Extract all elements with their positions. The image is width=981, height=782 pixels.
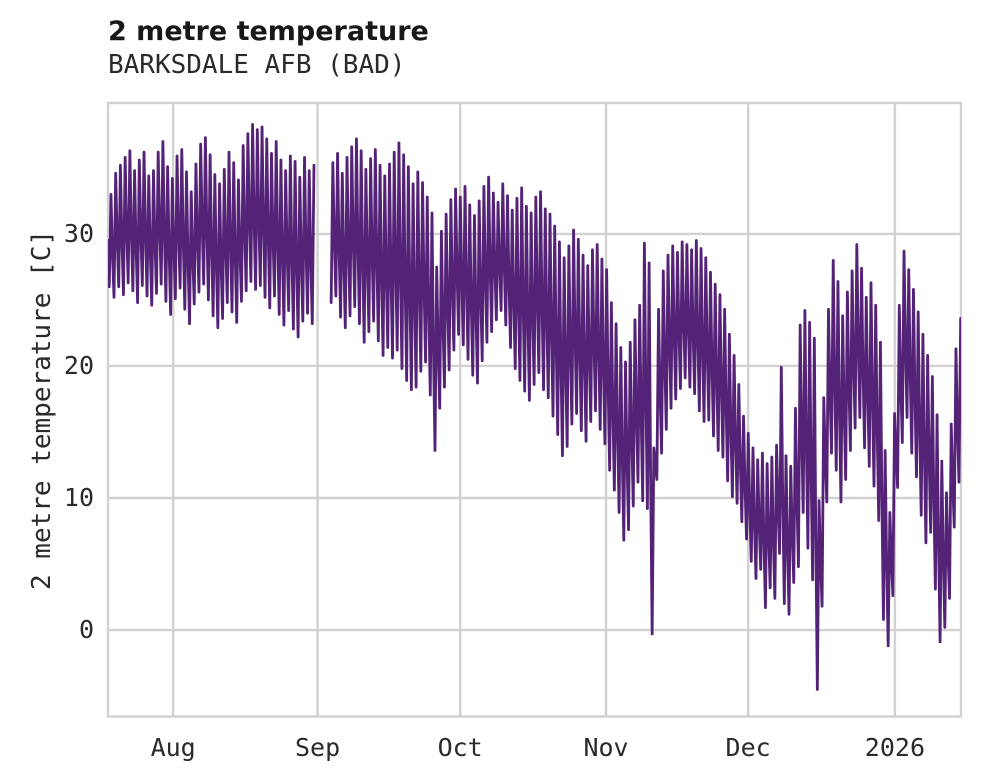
temperature-line — [108, 122, 961, 691]
x-tick-label-2026: 2026 — [864, 732, 926, 762]
chart-subtitle: BARKSDALE AFB (BAD) — [108, 50, 406, 80]
x-tick-label-dec: Dec — [725, 732, 771, 762]
y-tick-label-0: 0 — [78, 615, 94, 645]
x-tick-label-oct: Oct — [437, 732, 483, 762]
y-tick-label-20: 20 — [63, 350, 94, 380]
x-tick-label-sep: Sep — [295, 732, 341, 762]
x-tick-label-nov: Nov — [583, 732, 629, 762]
y-tick-label-10: 10 — [63, 483, 94, 512]
chart-title: 2 metre temperature — [108, 16, 429, 47]
y-tick-label-30: 30 — [63, 218, 94, 248]
x-tick-label-aug: Aug — [150, 732, 196, 762]
